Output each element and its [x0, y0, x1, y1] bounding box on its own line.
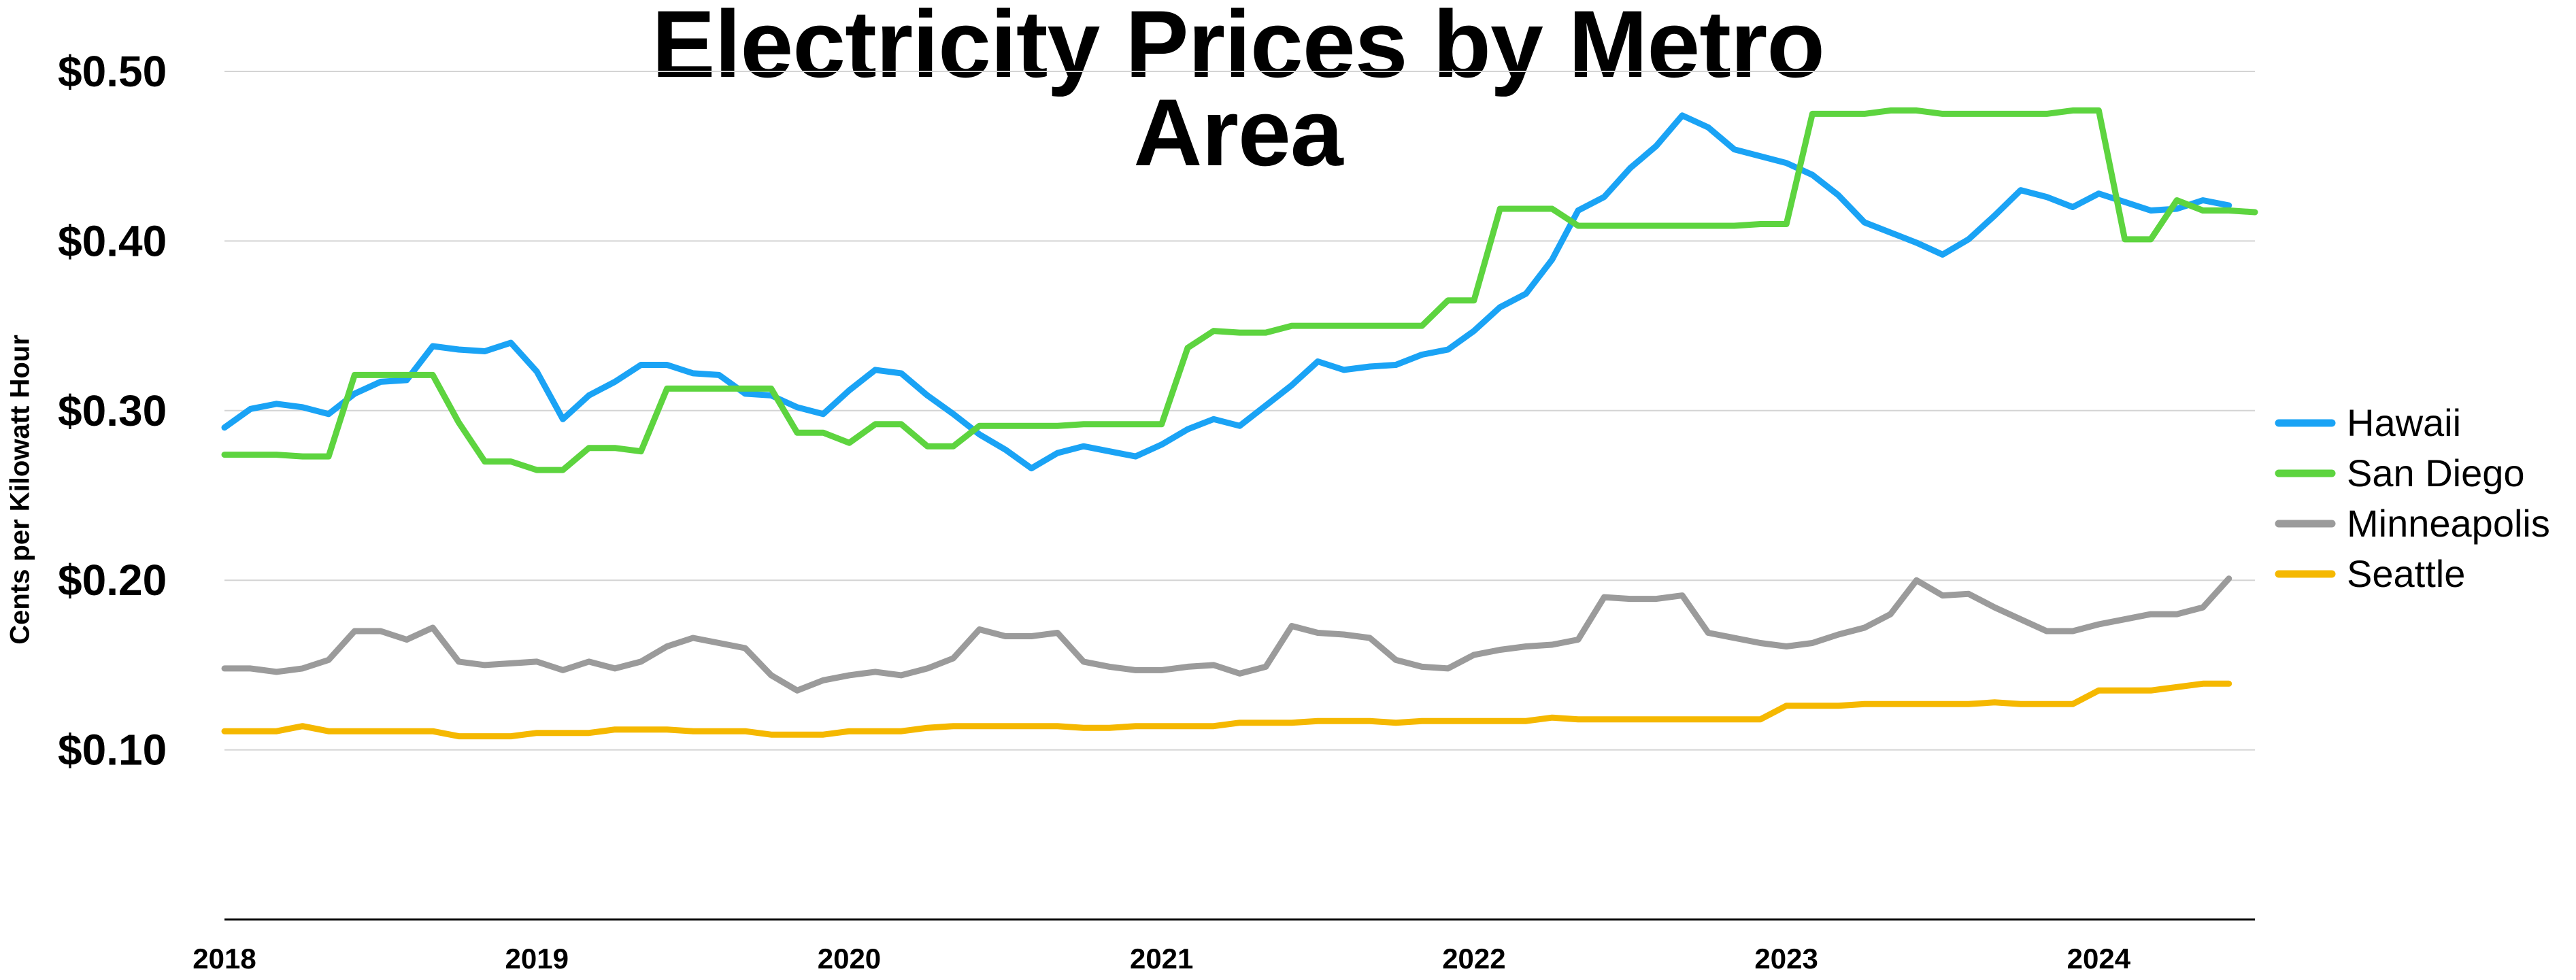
y-tick-label: $0.10: [58, 726, 167, 775]
x-tick-label: 2020: [818, 943, 881, 975]
series-line-seattle: [221, 680, 2232, 740]
y-tick-label: $0.50: [58, 47, 167, 96]
y-tick-label: $0.20: [58, 556, 167, 605]
y-tick-label: $0.40: [58, 216, 167, 265]
x-tick-label: 2019: [505, 943, 569, 975]
series-line-hawaii: [221, 112, 2232, 472]
chart-title: Electricity Prices by Metro Area: [652, 0, 1825, 186]
series-line-minneapolis: [221, 575, 2232, 694]
legend-label-san-diego: San Diego: [2347, 452, 2525, 494]
x-tick-label: 2022: [1442, 943, 1505, 975]
y-tick-label: $0.30: [58, 386, 167, 435]
legend-label-minneapolis: Minneapolis: [2347, 502, 2550, 545]
x-tick-label: 2021: [1130, 943, 1193, 975]
legend-label-hawaii: Hawaii: [2347, 401, 2461, 444]
series-line-san-diego: [221, 107, 2258, 473]
x-tick-label: 2018: [193, 943, 256, 975]
legend-label-seattle: Seattle: [2347, 552, 2465, 595]
x-tick-label: 2023: [1754, 943, 1818, 975]
x-tick-label: 2024: [2067, 943, 2131, 975]
